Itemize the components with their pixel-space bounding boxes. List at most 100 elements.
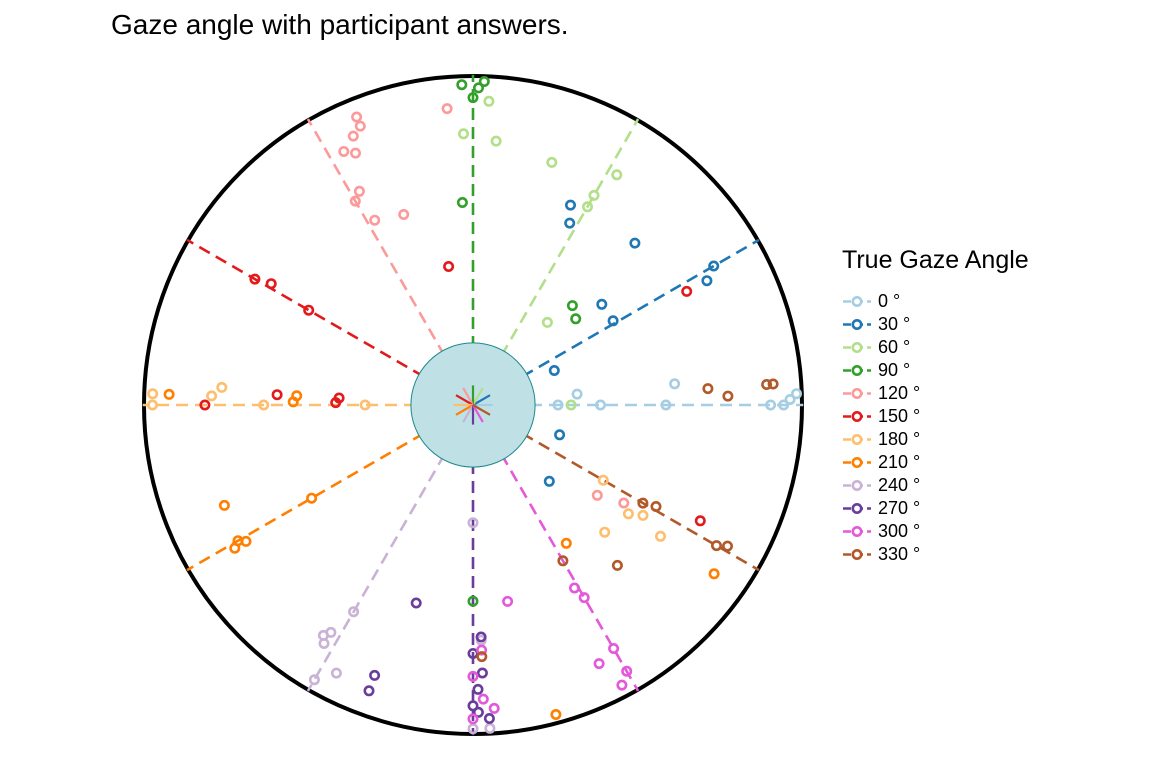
point-0-6 xyxy=(778,399,790,411)
point-270-4 xyxy=(467,700,479,712)
legend-key-90 xyxy=(843,365,871,376)
point-180-2 xyxy=(206,390,218,402)
center-spoke-330 xyxy=(472,404,491,416)
legend-item-150: 150 ° xyxy=(842,405,1029,428)
point-120-10 xyxy=(618,497,630,509)
point-60-8 xyxy=(546,156,558,168)
point-0-3 xyxy=(660,399,672,411)
legend-key-point-120 xyxy=(851,388,863,399)
point-180-1 xyxy=(258,399,270,411)
legend-label-150: 150 ° xyxy=(878,406,921,426)
point-300-7 xyxy=(488,702,500,714)
point-30-5 xyxy=(554,429,566,441)
point-300-10 xyxy=(621,665,633,677)
legend-key-30 xyxy=(843,319,871,330)
point-120-5 xyxy=(354,120,366,132)
ray-60 xyxy=(471,118,640,406)
point-270-5 xyxy=(472,706,484,718)
point-330-9 xyxy=(722,390,734,402)
point-330-1 xyxy=(650,500,662,512)
point-270-1 xyxy=(467,647,479,659)
legend-label-180: 180 ° xyxy=(878,429,921,449)
point-60-2 xyxy=(581,201,593,213)
legend-key-point-210 xyxy=(851,457,863,468)
legend-key-120 xyxy=(843,388,871,399)
point-60-5 xyxy=(457,128,469,140)
point-60-6 xyxy=(490,135,502,147)
point-180-0 xyxy=(359,399,371,411)
point-270-6 xyxy=(483,712,495,724)
ray-30 xyxy=(472,238,760,407)
legend-key-180 xyxy=(843,434,871,445)
legend-key-point-330 xyxy=(851,549,863,560)
point-300-2 xyxy=(608,642,620,654)
point-330-10 xyxy=(557,555,569,567)
point-330-8 xyxy=(767,378,779,390)
legend-label-90: 90 ° xyxy=(878,360,911,380)
point-0-8 xyxy=(790,388,802,400)
chart-title: Gaze angle with participant answers. xyxy=(111,9,569,40)
point-0-5 xyxy=(765,399,777,411)
point-210-0 xyxy=(306,492,318,504)
legend-item-300: 300 ° xyxy=(842,520,1029,543)
point-300-3 xyxy=(593,658,605,670)
legend-label-210: 210 ° xyxy=(878,452,921,472)
point-90-1 xyxy=(472,82,484,94)
point-0-4 xyxy=(669,378,681,390)
point-210-10 xyxy=(163,388,175,400)
point-120-11 xyxy=(591,489,603,501)
point-270-0 xyxy=(475,631,487,643)
point-90-5 xyxy=(570,313,582,325)
legend-key-point-300 xyxy=(851,526,863,537)
legend-label-300: 300 ° xyxy=(878,521,921,541)
point-330-3 xyxy=(721,540,733,552)
legend-items: 0 ° 30 ° 60 ° 90 ° 120 ° 150 ° 180 ° 210 ° 240 °… xyxy=(842,290,1029,566)
ray-330 xyxy=(472,403,760,572)
point-150-8 xyxy=(443,260,455,272)
legend-key-point-180 xyxy=(851,434,863,445)
legend-key-point-150 xyxy=(851,411,863,422)
point-0-2 xyxy=(594,399,606,411)
point-120-8 xyxy=(398,209,410,221)
point-120-4 xyxy=(347,130,359,142)
legend-item-90: 90 ° xyxy=(842,359,1029,382)
point-150-0 xyxy=(303,304,315,316)
point-180-9 xyxy=(597,474,609,486)
point-210-3 xyxy=(229,542,241,554)
point-30-3 xyxy=(701,275,713,287)
point-120-6 xyxy=(351,111,363,123)
legend-key-point-270 xyxy=(851,503,863,514)
legend-key-270 xyxy=(843,503,871,514)
point-300-6 xyxy=(477,693,489,705)
legend-key-300 xyxy=(843,526,871,537)
legend-item-330: 330 ° xyxy=(842,543,1029,566)
point-330-6 xyxy=(702,383,714,395)
point-180-7 xyxy=(622,508,634,520)
legend: True Gaze Angle 0 ° 30 ° 60 ° 90 ° 120 ° 150 … xyxy=(842,246,1029,566)
ray-120 xyxy=(306,118,475,406)
point-30-8 xyxy=(564,217,576,229)
ray-240 xyxy=(306,404,475,692)
legend-key-210 xyxy=(843,457,871,468)
point-270-7 xyxy=(369,669,381,681)
center-spoke-30 xyxy=(472,394,491,406)
point-300-5 xyxy=(467,670,479,682)
point-150-9 xyxy=(681,285,693,297)
center-spoke-120 xyxy=(462,387,474,406)
point-240-4 xyxy=(467,517,479,529)
legend-key-150 xyxy=(843,411,871,422)
point-270-3 xyxy=(472,683,484,695)
point-0-1 xyxy=(571,388,583,400)
center-spoke-300 xyxy=(472,404,484,423)
point-330-5 xyxy=(476,651,488,663)
point-120-0 xyxy=(349,195,361,207)
point-90-2 xyxy=(478,76,490,88)
point-300-0 xyxy=(578,592,590,604)
center-spoke-150 xyxy=(455,394,474,406)
legend-item-0: 0 ° xyxy=(842,290,1029,313)
legend-key-point-30 xyxy=(851,319,863,330)
point-120-7 xyxy=(369,214,381,226)
point-30-9 xyxy=(629,237,641,249)
point-270-2 xyxy=(476,667,488,679)
legend-key-point-60 xyxy=(851,342,863,353)
